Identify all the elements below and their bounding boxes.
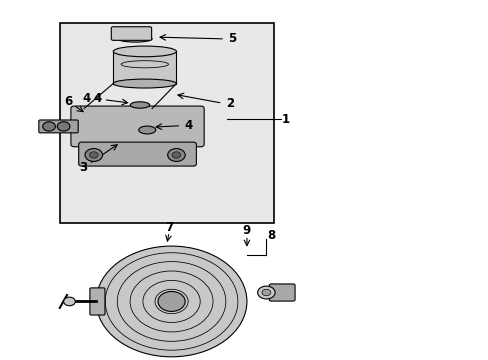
Text: 1: 1: [281, 113, 289, 126]
Text: 9: 9: [243, 224, 250, 237]
FancyBboxPatch shape: [79, 142, 196, 166]
Text: 8: 8: [266, 229, 275, 242]
Circle shape: [172, 152, 181, 158]
Text: 2: 2: [225, 97, 233, 110]
Circle shape: [42, 122, 55, 131]
FancyBboxPatch shape: [71, 106, 203, 147]
Ellipse shape: [139, 126, 156, 134]
Circle shape: [158, 292, 185, 311]
FancyBboxPatch shape: [111, 27, 151, 40]
Circle shape: [89, 152, 98, 158]
Circle shape: [262, 289, 270, 296]
Circle shape: [63, 297, 75, 306]
Circle shape: [57, 122, 70, 131]
Text: 5: 5: [228, 32, 236, 45]
Circle shape: [257, 286, 275, 299]
Ellipse shape: [113, 46, 176, 57]
Bar: [60, 23, 273, 223]
Text: 6: 6: [64, 95, 72, 108]
FancyBboxPatch shape: [113, 51, 176, 84]
FancyBboxPatch shape: [269, 284, 294, 301]
Circle shape: [85, 149, 102, 161]
FancyBboxPatch shape: [39, 120, 78, 133]
Circle shape: [167, 149, 185, 161]
Circle shape: [96, 246, 246, 357]
Text: 4: 4: [93, 92, 102, 105]
Text: 4: 4: [82, 92, 90, 105]
Ellipse shape: [130, 102, 149, 108]
Ellipse shape: [113, 79, 176, 88]
Text: 4: 4: [183, 119, 192, 132]
Ellipse shape: [118, 36, 152, 42]
Text: 3: 3: [79, 161, 87, 174]
FancyBboxPatch shape: [90, 288, 105, 315]
Text: 7: 7: [165, 221, 173, 234]
